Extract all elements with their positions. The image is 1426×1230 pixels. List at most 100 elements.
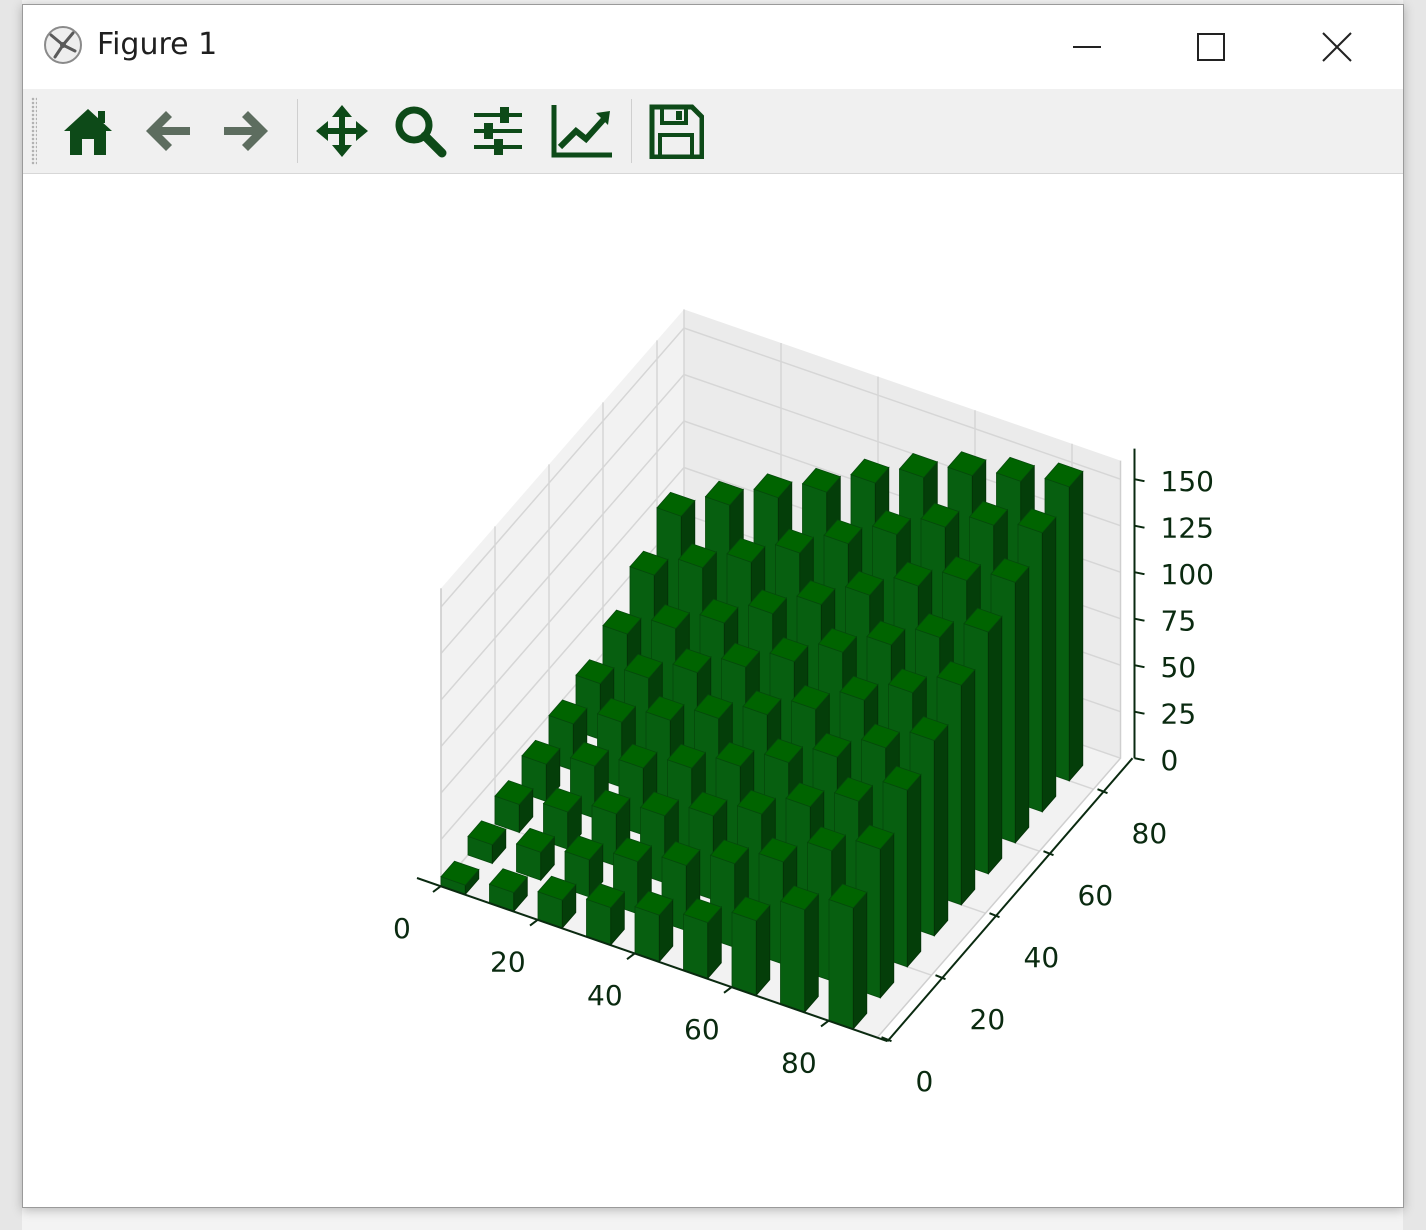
z-tick [1134, 524, 1145, 529]
bar-top-face [839, 675, 879, 701]
bar [494, 780, 534, 834]
bar-top-face [618, 743, 658, 769]
maximize-button[interactable] [1151, 5, 1271, 89]
bar-top-face [1017, 508, 1057, 534]
bar-side-face [960, 668, 976, 906]
bar-front-face [683, 913, 709, 979]
z-tick [1134, 478, 1145, 483]
bar-top-face [763, 738, 803, 764]
home-button[interactable] [55, 101, 121, 161]
bar-top-face [871, 510, 911, 535]
bar-top-face [828, 883, 868, 909]
x-tick [529, 918, 539, 927]
minimize-button[interactable] [1027, 5, 1147, 89]
bar-top-face [990, 558, 1030, 583]
save-icon [649, 104, 704, 159]
zoom-button[interactable] [387, 101, 453, 161]
bar-top-face [747, 589, 787, 615]
bar-top-face [704, 480, 744, 506]
toolbar-grip[interactable] [31, 97, 37, 165]
bar-top-face [855, 824, 895, 850]
bar-top-face [650, 604, 690, 629]
bar-top-face [774, 528, 814, 554]
z-tick-label: 25 [1161, 698, 1197, 731]
bar-top-face [564, 835, 604, 861]
bar-top-face [602, 609, 642, 635]
configure-subplots-icon [474, 107, 522, 155]
x-tick-label: 80 [781, 1046, 817, 1079]
bar [467, 820, 507, 865]
bar-top-face [688, 791, 728, 817]
bar-top-face [645, 695, 685, 721]
bar-top-face [769, 637, 809, 662]
bar-front-face [780, 900, 806, 1013]
bar-top-face [920, 502, 960, 528]
bar-side-face [906, 773, 922, 968]
bar-top-face [909, 716, 949, 741]
y-axis-line [886, 757, 1134, 1042]
pan-icon [316, 105, 368, 157]
z-tick-label: 125 [1161, 512, 1214, 545]
bar-side-face [852, 891, 868, 1030]
z-tick [1134, 664, 1145, 669]
z-tick [1134, 757, 1145, 762]
pan-button[interactable] [309, 101, 375, 161]
bar-top-face [866, 620, 906, 646]
edit-axes-button[interactable] [545, 101, 612, 161]
bar [515, 827, 555, 882]
bar-top-face [736, 789, 776, 815]
bar-top-face [844, 570, 884, 596]
back-button[interactable] [135, 101, 201, 161]
maximize-icon [1197, 33, 1225, 61]
figure-canvas[interactable]: 0 20 40 60 80 0 20 40 60 80 0 25 50 75 100 125 150 [23, 174, 1403, 1207]
x-tick [723, 985, 733, 994]
bar-top-face [639, 791, 679, 817]
close-button[interactable] [1277, 5, 1397, 89]
save-button[interactable] [643, 101, 709, 161]
bar-top-face [548, 699, 588, 725]
y-tick-label: 40 [1024, 941, 1060, 974]
bar-top-face [779, 885, 819, 911]
minimize-icon [1073, 46, 1101, 48]
bar-top-face [612, 837, 652, 863]
bar-top-face [634, 890, 674, 916]
forward-button[interactable] [213, 101, 279, 161]
bar-top-face [753, 473, 793, 499]
bar-top-face [715, 741, 755, 767]
bar [731, 896, 771, 997]
y-tick-label: 0 [916, 1065, 934, 1098]
bar-top-face [995, 456, 1035, 482]
bar-top-face [596, 697, 636, 723]
bar-top-face [677, 543, 717, 569]
bar [828, 883, 868, 1030]
home-icon [64, 109, 112, 155]
x-tick [820, 1019, 830, 1028]
configure-subplots-button[interactable] [465, 101, 531, 161]
bar-top-face [569, 741, 609, 767]
bar3d-chart[interactable]: 0 20 40 60 80 0 20 40 60 80 0 25 50 75 100 125 150 [23, 174, 1403, 1207]
bar-top-face [488, 868, 528, 894]
bar-top-face [726, 537, 766, 563]
bar-top-face [682, 898, 722, 924]
z-tick-label: 0 [1161, 744, 1179, 777]
bar-side-face [1041, 516, 1057, 813]
bar-side-face [1014, 565, 1030, 844]
bar-top-face [661, 841, 701, 866]
bar-top-face [936, 660, 976, 686]
title-bar[interactable]: Figure 1 [23, 5, 1403, 89]
bar [585, 883, 625, 946]
bar-top-face [898, 453, 938, 478]
bar-front-face [828, 898, 854, 1030]
bar-top-face [693, 694, 733, 719]
y-tick [881, 1036, 892, 1043]
zoom-icon [395, 106, 447, 158]
bar-top-face [656, 491, 696, 517]
bar-top-face [1044, 462, 1084, 488]
x-tick-label: 20 [490, 946, 526, 979]
bar-top-face [672, 648, 712, 674]
window-title: Figure 1 [97, 27, 218, 62]
bar-top-face [758, 837, 798, 863]
bar [634, 890, 674, 963]
bar-top-face [968, 500, 1008, 526]
bar-top-face [515, 827, 555, 853]
